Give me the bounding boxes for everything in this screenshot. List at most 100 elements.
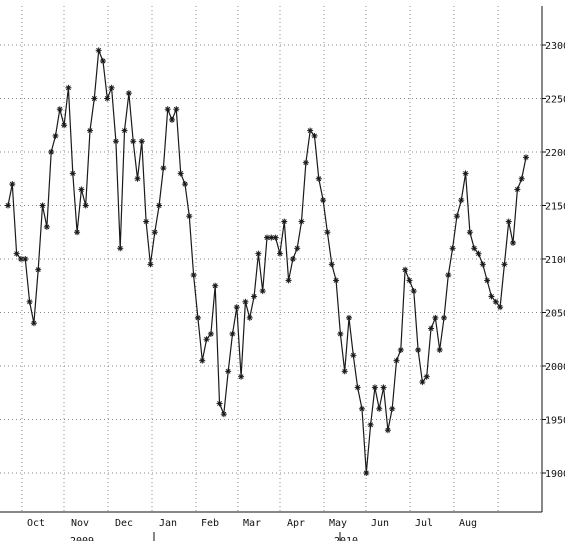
data-point: [376, 405, 383, 412]
data-point: [462, 170, 469, 177]
data-point: [380, 384, 387, 391]
data-point: [523, 154, 529, 161]
data-point: [169, 116, 176, 123]
data-point: [147, 261, 154, 268]
data-point: [181, 181, 188, 188]
data-point: [160, 165, 167, 172]
x-tick-label: Apr: [287, 518, 305, 529]
data-point: [440, 314, 447, 321]
data-point: [220, 411, 227, 418]
data-point: [17, 256, 24, 262]
data-point: [281, 218, 288, 225]
data-point: [475, 250, 482, 257]
data-point: [276, 250, 283, 257]
x-tick-label: Jan: [159, 518, 177, 529]
data-point: [466, 229, 473, 236]
y-tick-label: 21000: [545, 255, 565, 266]
data-point: [203, 336, 210, 343]
data-point: [350, 352, 357, 359]
data-point: [428, 325, 435, 332]
data-point: [13, 250, 20, 257]
data-point: [156, 202, 163, 209]
data-point: [177, 170, 184, 177]
data-point: [65, 84, 72, 91]
data-point: [272, 234, 279, 241]
data-point: [91, 95, 98, 102]
data-point: [26, 298, 33, 305]
data-point: [315, 175, 322, 182]
data-point: [406, 277, 413, 284]
data-point: [337, 330, 344, 337]
data-point: [99, 58, 106, 65]
data-point: [173, 106, 180, 113]
x-tick-label: Feb: [201, 518, 219, 529]
data-point: [22, 256, 29, 262]
data-point: [419, 379, 426, 386]
y-tick-label: 19500: [545, 416, 565, 427]
data-point: [190, 272, 197, 279]
data-point: [402, 266, 409, 273]
data-point: [510, 239, 517, 246]
data-point: [95, 47, 102, 54]
y-tick-label: 20500: [545, 309, 565, 320]
data-point: [302, 159, 309, 166]
data-point: [207, 330, 214, 337]
data-point: [449, 245, 456, 252]
data-point: [328, 261, 335, 268]
data-point: [246, 314, 253, 321]
data-point: [384, 427, 391, 434]
data-point: [497, 304, 504, 311]
y-tick-label: 20000: [545, 362, 565, 373]
x-tick-label: Nov: [71, 518, 89, 529]
data-point: [9, 181, 16, 188]
year-label: 2009: [70, 536, 94, 541]
y-axis-ticks: 19000 19500 20000 20500 21000 21500 22000 22500…: [542, 41, 565, 480]
data-point: [453, 213, 460, 220]
data-point: [225, 368, 232, 375]
x-tick-label: Dec: [115, 518, 133, 529]
data-point: [117, 245, 124, 252]
data-point: [251, 293, 258, 300]
data-point: [82, 202, 89, 209]
data-point: [488, 293, 495, 300]
data-point: [389, 405, 396, 412]
vertical-gridlines: [21, 6, 499, 512]
x-tick-label: May: [329, 518, 347, 529]
data-point: [39, 202, 46, 209]
data-point: [5, 202, 11, 209]
data-point: [363, 470, 370, 476]
data-point: [61, 122, 68, 129]
data-point: [320, 197, 327, 204]
x-tick-label: Mar: [243, 518, 261, 529]
y-tick-label: 19000: [545, 469, 565, 480]
data-point: [371, 384, 378, 391]
x-tick-label: Oct: [27, 518, 45, 529]
year-label: 2010: [334, 536, 358, 541]
data-point: [415, 346, 422, 353]
data-point: [518, 175, 525, 182]
data-point: [216, 400, 223, 407]
data-point: [484, 277, 491, 284]
x-axis-ticks: Oct Nov Dec Jan Feb Mar Apr May Jun Jul Aug 2009 201…: [27, 518, 477, 541]
data-point: [186, 213, 193, 220]
data-point: [30, 320, 37, 327]
data-point: [69, 170, 76, 177]
data-point: [143, 218, 150, 225]
data-point: [436, 346, 443, 353]
data-point: [294, 245, 301, 252]
data-point: [333, 277, 340, 284]
data-point: [259, 288, 266, 295]
series-line: [7, 50, 527, 474]
data-point: [48, 149, 55, 155]
data-point: [238, 373, 245, 380]
data-point: [324, 229, 331, 236]
data-point: [354, 384, 361, 391]
data-point: [242, 298, 249, 305]
data-point: [367, 421, 374, 428]
x-tick-label: Aug: [459, 518, 477, 529]
data-point: [479, 261, 486, 268]
data-point: [194, 314, 201, 321]
data-point: [199, 357, 206, 364]
x-tick-label: Jul: [415, 518, 433, 529]
